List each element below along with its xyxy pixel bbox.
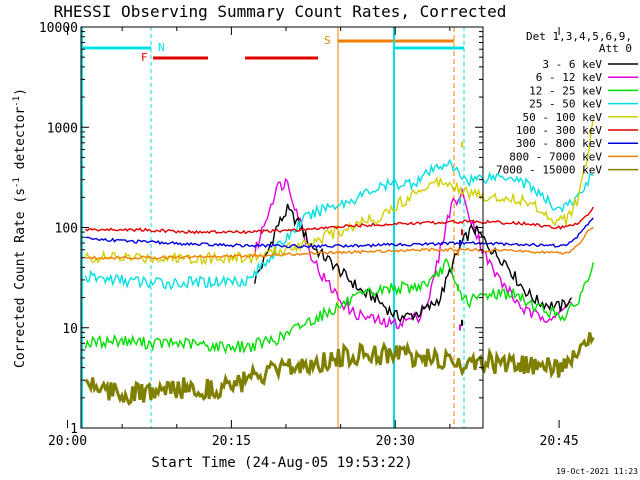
series-line-25-50-kev — [84, 158, 594, 291]
legend-label: 7000 - 15000 keV — [496, 164, 602, 177]
x-tick-label: 20:30 — [376, 434, 415, 449]
legend-label: 300 - 800 keV — [516, 137, 602, 150]
y-tick-label: 100 — [55, 222, 78, 237]
footer-timestamp: 19-Oct-2021 11:23 — [556, 467, 638, 476]
legend-header-attenuator: Att 0 — [599, 42, 632, 55]
marker-layer: NF S — [81, 27, 465, 428]
y-axis-label: Corrected Count Rate (s-1 detector-1) — [12, 88, 28, 368]
x-tick-label: 20:45 — [540, 434, 579, 449]
legend-header-detectors: Det 1,3,4,5,6,9, — [526, 30, 632, 43]
series-line-7000-15000-kev — [84, 332, 595, 406]
y-axis-label-main: Corrected Count Rate (s — [13, 188, 28, 368]
series-line-800-7000-kev — [85, 226, 594, 260]
y-axis-label-mid: detector — [13, 107, 28, 178]
y-tick-label: 1000 — [47, 121, 78, 136]
night-marker-label: N — [158, 41, 165, 54]
legend-label: 25 - 50 keV — [529, 98, 602, 111]
y-axis-label-sup2: -1 — [12, 96, 22, 107]
chart-title: RHESSI Observing Summary Count Rates, Co… — [54, 2, 507, 21]
y-axis-label-sup1: -1 — [12, 177, 22, 188]
series-line-300-800-kev — [85, 217, 594, 249]
legend-label: 100 - 300 keV — [516, 124, 602, 137]
y-axis: 1 10 100 1000 10000 — [39, 21, 483, 437]
series-line-12-25-kev — [84, 257, 594, 355]
y-tick-label: 10000 — [39, 21, 78, 36]
series-layer — [84, 119, 595, 406]
legend-label: 6 - 12 keV — [536, 71, 603, 84]
series-line-100-300-kev — [84, 206, 594, 235]
x-tick-label: 20:00 — [48, 434, 87, 449]
y-tick-label: 10 — [62, 322, 78, 337]
legend-label: 50 - 100 keV — [523, 111, 603, 124]
x-tick-label: 20:15 — [212, 434, 251, 449]
legend-label: 12 - 25 keV — [529, 84, 602, 97]
x-axis-label: Start Time (24-Aug-05 19:53:22) — [151, 455, 412, 471]
legend-label: 800 - 7000 keV — [509, 150, 602, 163]
saa-marker-label: S — [324, 34, 331, 47]
y-tick-label: 1 — [70, 422, 78, 437]
y-axis-label-end: ) — [13, 88, 28, 96]
flare-marker-label: F — [141, 51, 148, 64]
plot-frame — [80, 26, 484, 429]
legend-label: 3 - 6 keV — [542, 58, 602, 71]
